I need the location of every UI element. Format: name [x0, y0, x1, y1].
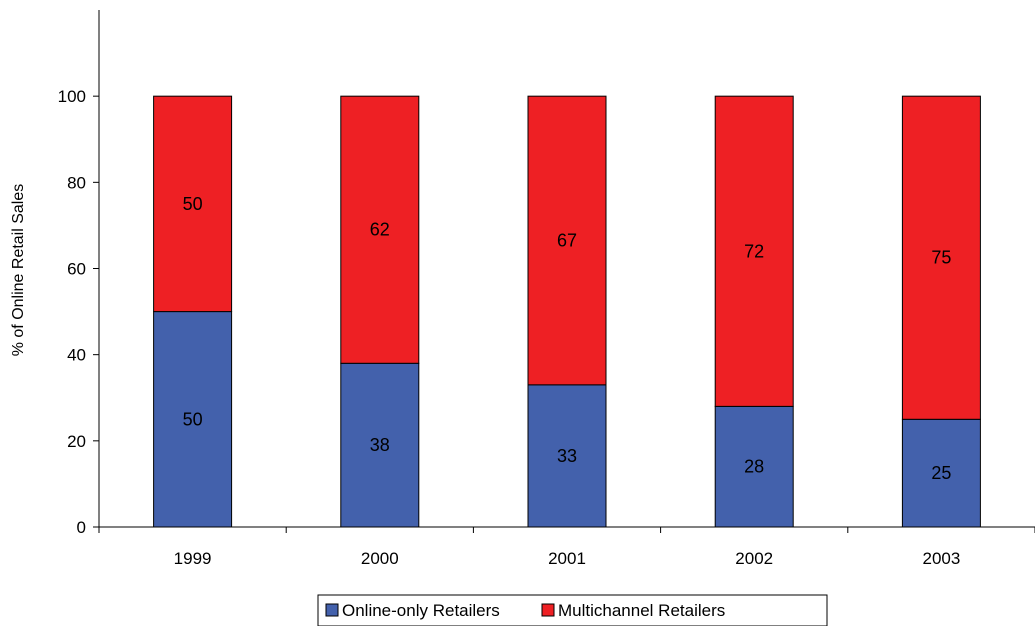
data-label-online-only-2001: 33: [557, 446, 577, 466]
x-tick-label-2001: 2001: [548, 549, 586, 568]
bar-multichannel-1999: [153, 95, 233, 313]
data-label-online-only-2003: 25: [931, 463, 951, 483]
bar-multichannel-2003: [901, 95, 981, 420]
legend-swatch-multichannel: [541, 603, 555, 617]
legend-swatch-online-only: [325, 603, 339, 617]
data-label-multichannel-2003: 75: [931, 248, 951, 268]
data-label-online-only-2002: 28: [744, 457, 764, 477]
x-tick-label-2000: 2000: [361, 549, 399, 568]
legend-box: [317, 594, 828, 626]
axes-layer: [93, 10, 1035, 533]
y-tick-label-40: 40: [67, 346, 86, 365]
data-label-online-only-1999: 50: [183, 409, 203, 429]
y-axis-title: % of Online Retail Sales: [10, 184, 27, 357]
y-tick-label-20: 20: [67, 432, 86, 451]
data-label-multichannel-2000: 62: [370, 220, 390, 240]
x-tick-label-1999: 1999: [174, 549, 212, 568]
bars-layer: [153, 95, 981, 528]
data-label-multichannel-2001: 67: [557, 230, 577, 250]
bar-online-only-2001: [527, 384, 607, 528]
bar-multichannel-2001: [527, 95, 607, 386]
x-tick-label-2002: 2002: [735, 549, 773, 568]
legend: Online-only Retailers Multichannel Retail…: [317, 594, 828, 626]
bar-online-only-1999: [153, 311, 233, 528]
y-tick-label-100: 100: [58, 87, 86, 106]
data-label-online-only-2000: 38: [370, 435, 390, 455]
legend-label-multichannel: Multichannel Retailers: [558, 601, 725, 620]
data-label-multichannel-2002: 72: [744, 241, 764, 261]
bar-multichannel-2000: [340, 95, 420, 364]
y-tick-label-0: 0: [77, 518, 86, 537]
y-tick-label-80: 80: [67, 173, 86, 192]
legend-label-online-only: Online-only Retailers: [342, 601, 500, 620]
y-tick-label-60: 60: [67, 260, 86, 279]
bar-multichannel-2002: [714, 95, 794, 407]
data-label-multichannel-1999: 50: [183, 194, 203, 214]
labels-layer: 50 50 1999 38 62 2000 33 67 2001 28 72 2002 25 75 2003…: [58, 87, 961, 568]
x-tick-label-2003: 2003: [922, 549, 960, 568]
